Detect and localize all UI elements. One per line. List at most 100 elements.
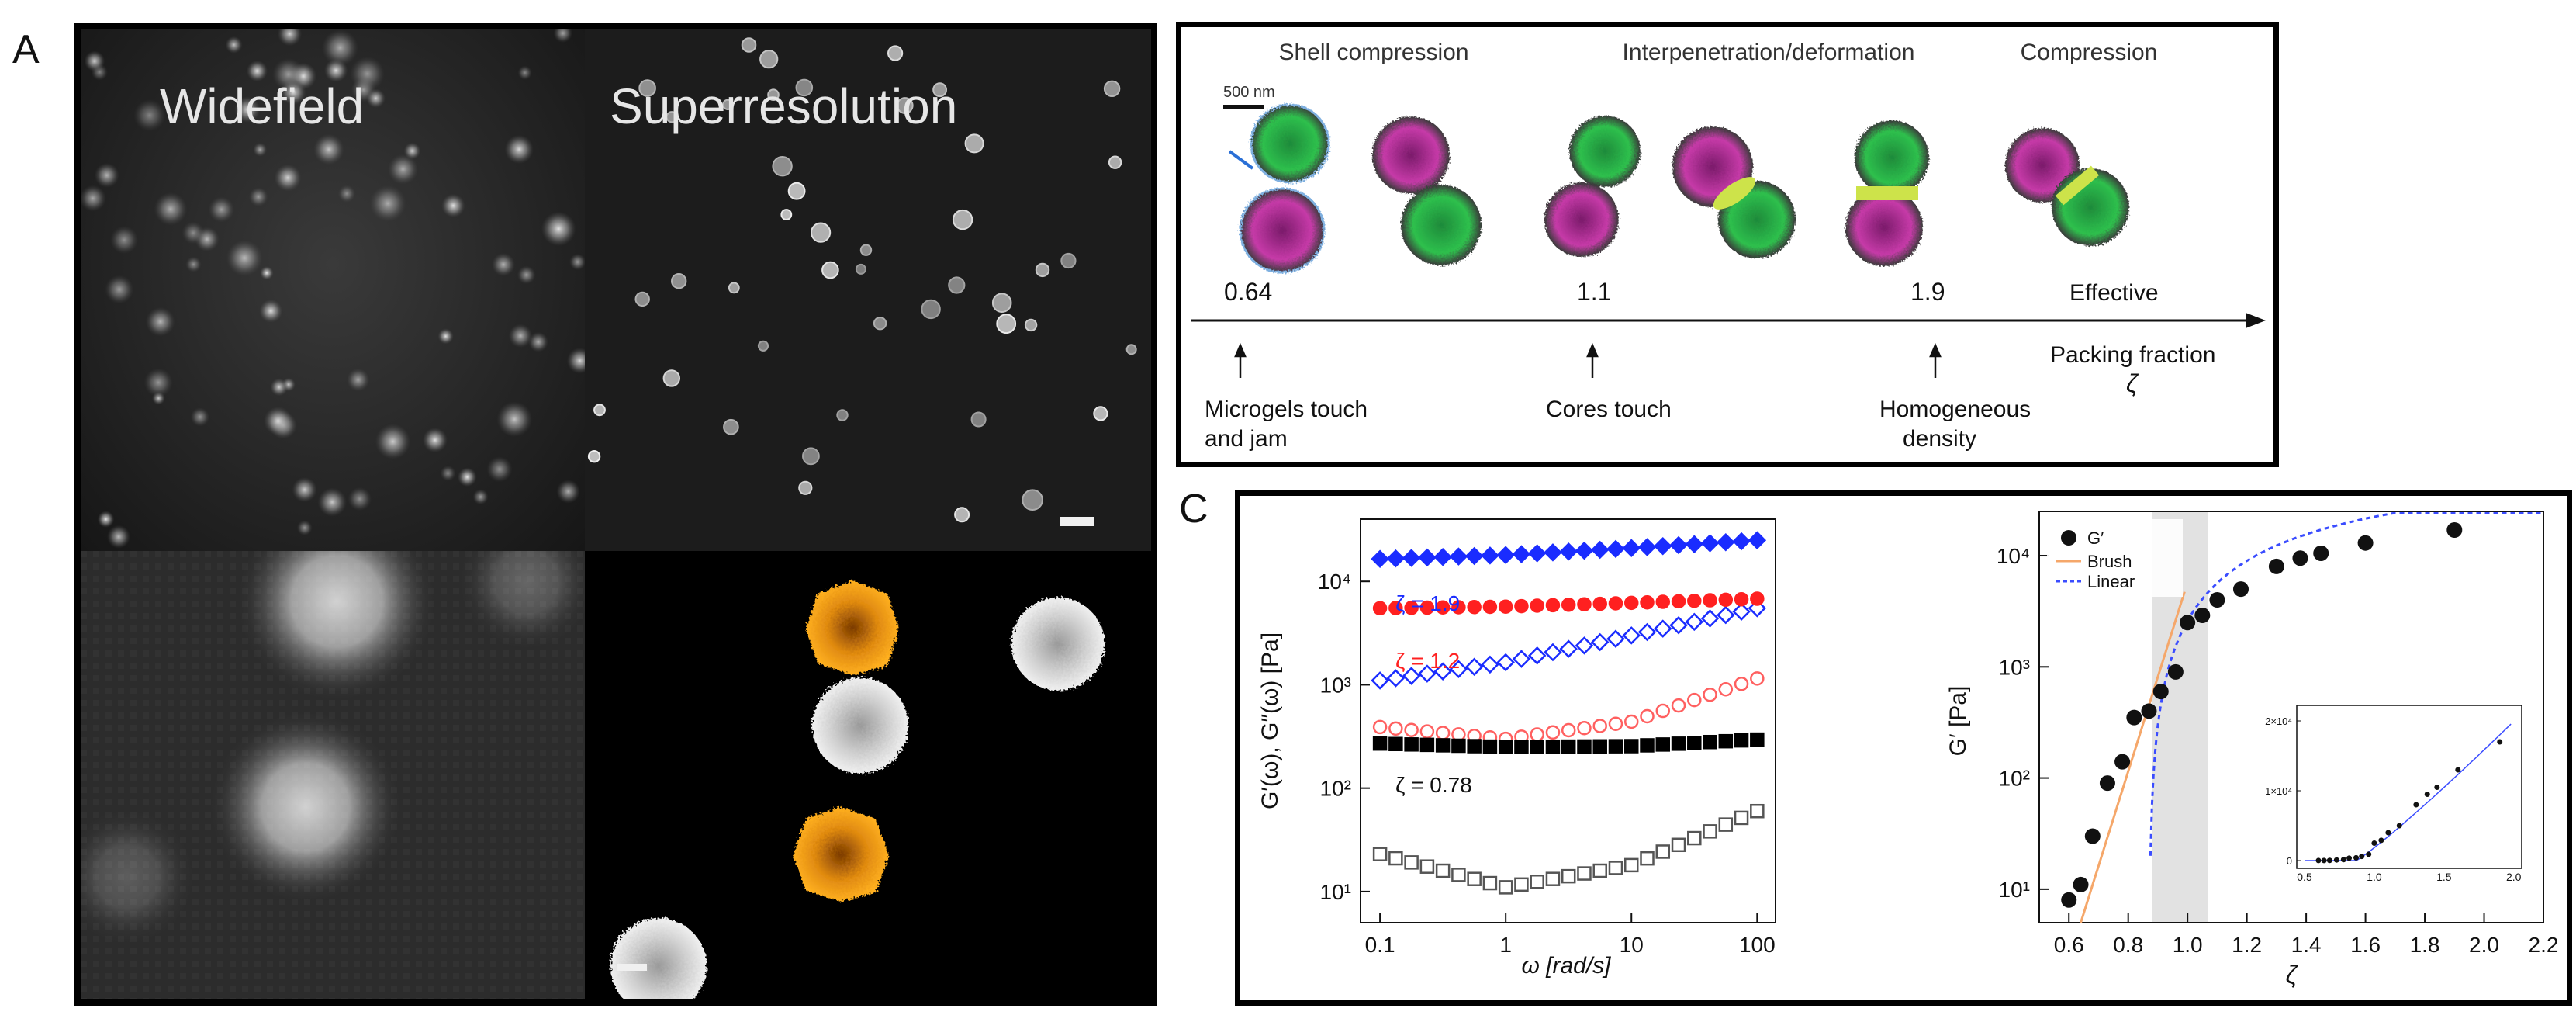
inset-x-tick-label: 1.0: [2367, 871, 2382, 883]
inset-point: [2326, 857, 2332, 864]
inset-point: [2413, 802, 2419, 808]
axis-value: 1.1: [1577, 278, 1611, 306]
widefield-particle: [264, 407, 292, 435]
left-chart-point: [1655, 703, 1671, 719]
left-chart-point: [1575, 636, 1594, 655]
widefield-particle: [145, 307, 175, 337]
right-x-tick-label: 1.0: [2173, 933, 2203, 957]
left-chart-point: [1623, 857, 1639, 873]
left-chart-point: [1559, 639, 1578, 658]
left-chart-point: [1386, 669, 1406, 688]
left-chart-point: [1498, 599, 1513, 614]
superres-particle: [836, 409, 849, 421]
left-chart-point: [1687, 830, 1702, 846]
superres-particle: [1093, 406, 1108, 421]
left-chart-point: [1482, 875, 1498, 891]
inset-point: [2353, 854, 2360, 861]
left-chart-point: [1404, 722, 1419, 737]
left-chart-point: [1449, 547, 1468, 566]
superres-particle: [795, 78, 814, 97]
left-chart-point: [1637, 538, 1657, 556]
left-chart-point: [1655, 844, 1671, 859]
inset-point: [2346, 855, 2353, 861]
scale-bar: [1223, 105, 1264, 109]
superres-particle: [873, 317, 887, 331]
widefield-particle: [556, 480, 580, 504]
widefield-particle: [472, 489, 489, 505]
left-chart-point: [1717, 532, 1735, 552]
overlap-region: [2055, 165, 2100, 206]
left-chart-point: [1527, 544, 1547, 563]
widefield-particle: [569, 253, 585, 271]
left-chart-point: [1481, 546, 1499, 565]
microgel-orange: [806, 580, 899, 675]
widefield-particle: [458, 467, 477, 487]
widefield-particle: [422, 428, 448, 453]
left-chart-point: [1371, 671, 1389, 690]
widefield-particle: [508, 324, 533, 348]
right-x-tick-label: 2.2: [2529, 933, 2559, 957]
inset-point: [2378, 837, 2384, 844]
widefield-particle: [369, 185, 406, 222]
left-chart-point: [1640, 594, 1655, 610]
widefield-particle: [496, 401, 533, 437]
panel-label-c: C: [1179, 487, 1208, 532]
right-chart-point: [2233, 581, 2249, 598]
superres-particle: [759, 50, 779, 69]
overlap-region: [1713, 177, 1756, 210]
left-chart-point: [1561, 598, 1576, 612]
widefield-particle: [154, 192, 188, 226]
left-chart-point: [1402, 667, 1421, 685]
left-chart-point: [1750, 671, 1765, 686]
inset-y-tick-label: 1×10⁴: [2265, 785, 2292, 797]
superres-particle: [1060, 252, 1077, 269]
superres-particle: [728, 282, 740, 294]
superres-particle: [952, 209, 973, 230]
left-chart-point: [1590, 632, 1610, 652]
left-chart-point: [1467, 739, 1482, 754]
widefield-particle: [84, 50, 105, 71]
superres-particle: [634, 291, 650, 307]
superres-particle: [666, 111, 678, 123]
microgel-green: [1250, 103, 1330, 184]
right-chart-point: [2126, 709, 2142, 726]
axis-value: 0.64: [1224, 278, 1272, 306]
right-chart-point: [2061, 892, 2077, 908]
left-chart-point: [1669, 535, 1688, 555]
inset-point: [2385, 830, 2391, 836]
right-y-axis-label: G′ [Pa]: [1945, 686, 1971, 757]
right-x-tick-label: 1.4: [2291, 933, 2322, 957]
left-chart-point: [1703, 734, 1717, 750]
right-x-tick-label: 1.8: [2410, 933, 2440, 957]
superres-particle: [1125, 344, 1137, 355]
left-chart-point: [1718, 592, 1734, 608]
left-chart-point: [1577, 739, 1592, 754]
widefield-particle: [313, 133, 344, 165]
left-x-axis-label: ω [rad/s]: [1521, 953, 1611, 979]
inset-point: [2396, 823, 2402, 829]
superres-particle: [921, 299, 941, 320]
left-chart-point: [1687, 736, 1702, 750]
legend-entry-g: G′: [2087, 528, 2104, 548]
superresolution-overview-image: Superresolution: [585, 29, 1151, 551]
widefield-particle: [274, 164, 302, 192]
superres-particle: [896, 97, 914, 114]
left-chart-point: [1671, 698, 1686, 713]
left-chart-point: [1433, 547, 1452, 566]
widefield-particle: [143, 368, 173, 397]
right-x-axis-label: ζ: [2286, 961, 2299, 989]
left-chart-point: [1371, 549, 1389, 569]
left-chart-point: [1498, 740, 1513, 754]
right-chart-point: [2084, 828, 2101, 844]
superres-particle: [964, 133, 984, 154]
left-chart-point: [1700, 609, 1720, 628]
left-chart-point: [1577, 866, 1592, 881]
widefield-particle: [388, 154, 418, 185]
right-x-tick-label: 0.8: [2113, 933, 2143, 957]
left-chart-point: [1418, 548, 1437, 567]
stage-label: Compression: [2021, 40, 2158, 65]
left-chart-point: [1561, 868, 1576, 884]
left-chart-point: [1732, 532, 1751, 551]
left-chart-point: [1402, 549, 1421, 567]
left-chart-point: [1718, 817, 1734, 832]
